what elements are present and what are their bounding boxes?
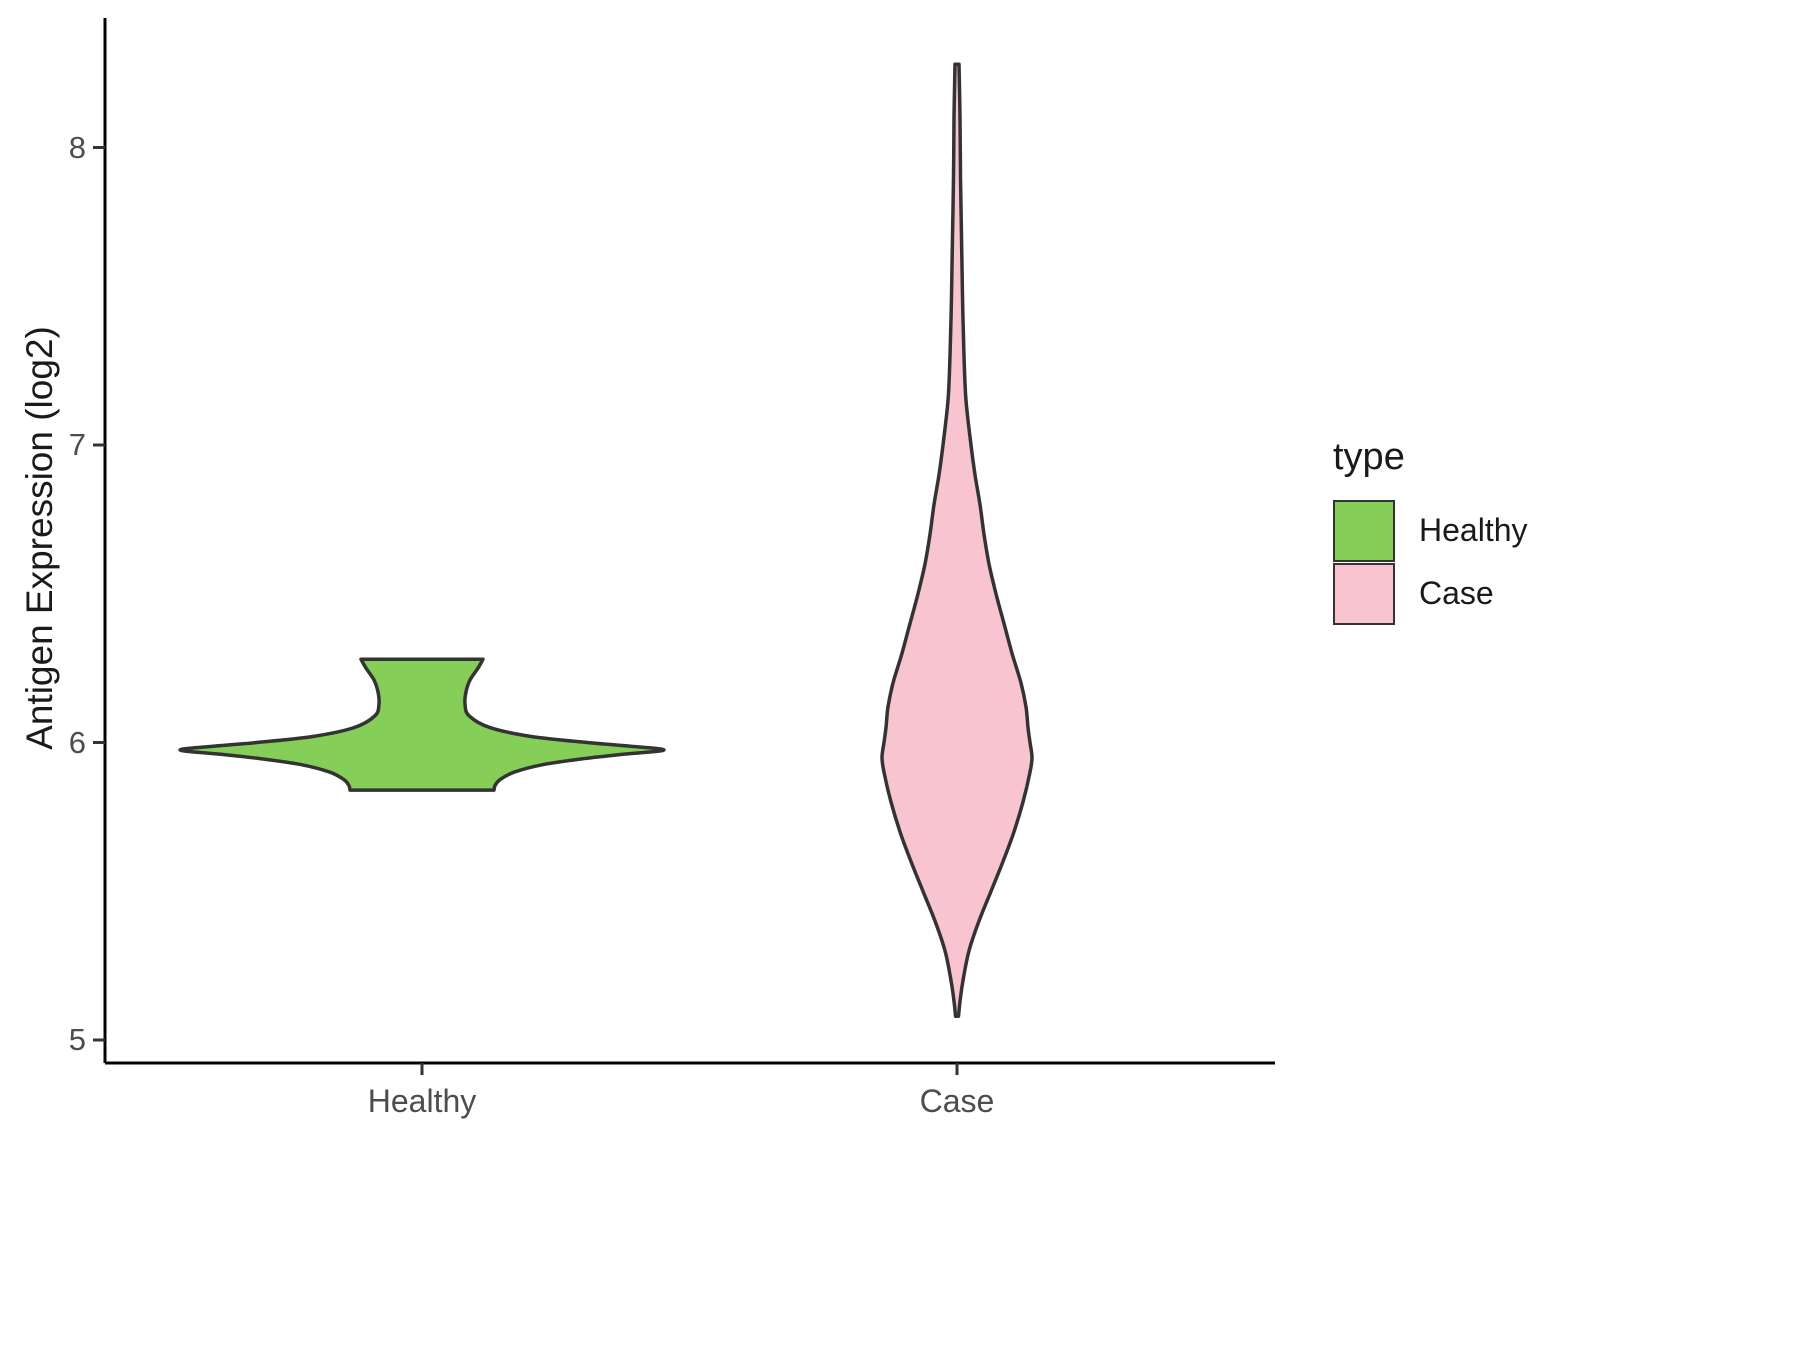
legend-swatch-case <box>1333 562 1395 625</box>
y-tick-label: 7 <box>68 427 86 462</box>
legend: type Healthy Case <box>1333 436 1528 625</box>
legend-entry-case: Case <box>1333 562 1528 625</box>
x-tick-label: Case <box>919 1083 995 1119</box>
y-tick-label: 8 <box>68 129 86 165</box>
violin-healthy <box>178 657 666 792</box>
legend-label-case: Case <box>1419 575 1494 611</box>
y-tick-label: 6 <box>68 724 86 760</box>
violin-case <box>880 62 1034 1018</box>
x-tick-label: Healthy <box>367 1083 477 1119</box>
legend-label-healthy: Healthy <box>1419 512 1528 548</box>
y-tick-label: 5 <box>68 1022 86 1057</box>
y-axis-title: Antigen Expression (log2) <box>19 326 60 750</box>
legend-entry-healthy: Healthy <box>1333 499 1528 562</box>
legend-swatch-healthy <box>1333 499 1395 562</box>
legend-title: type <box>1333 436 1405 478</box>
